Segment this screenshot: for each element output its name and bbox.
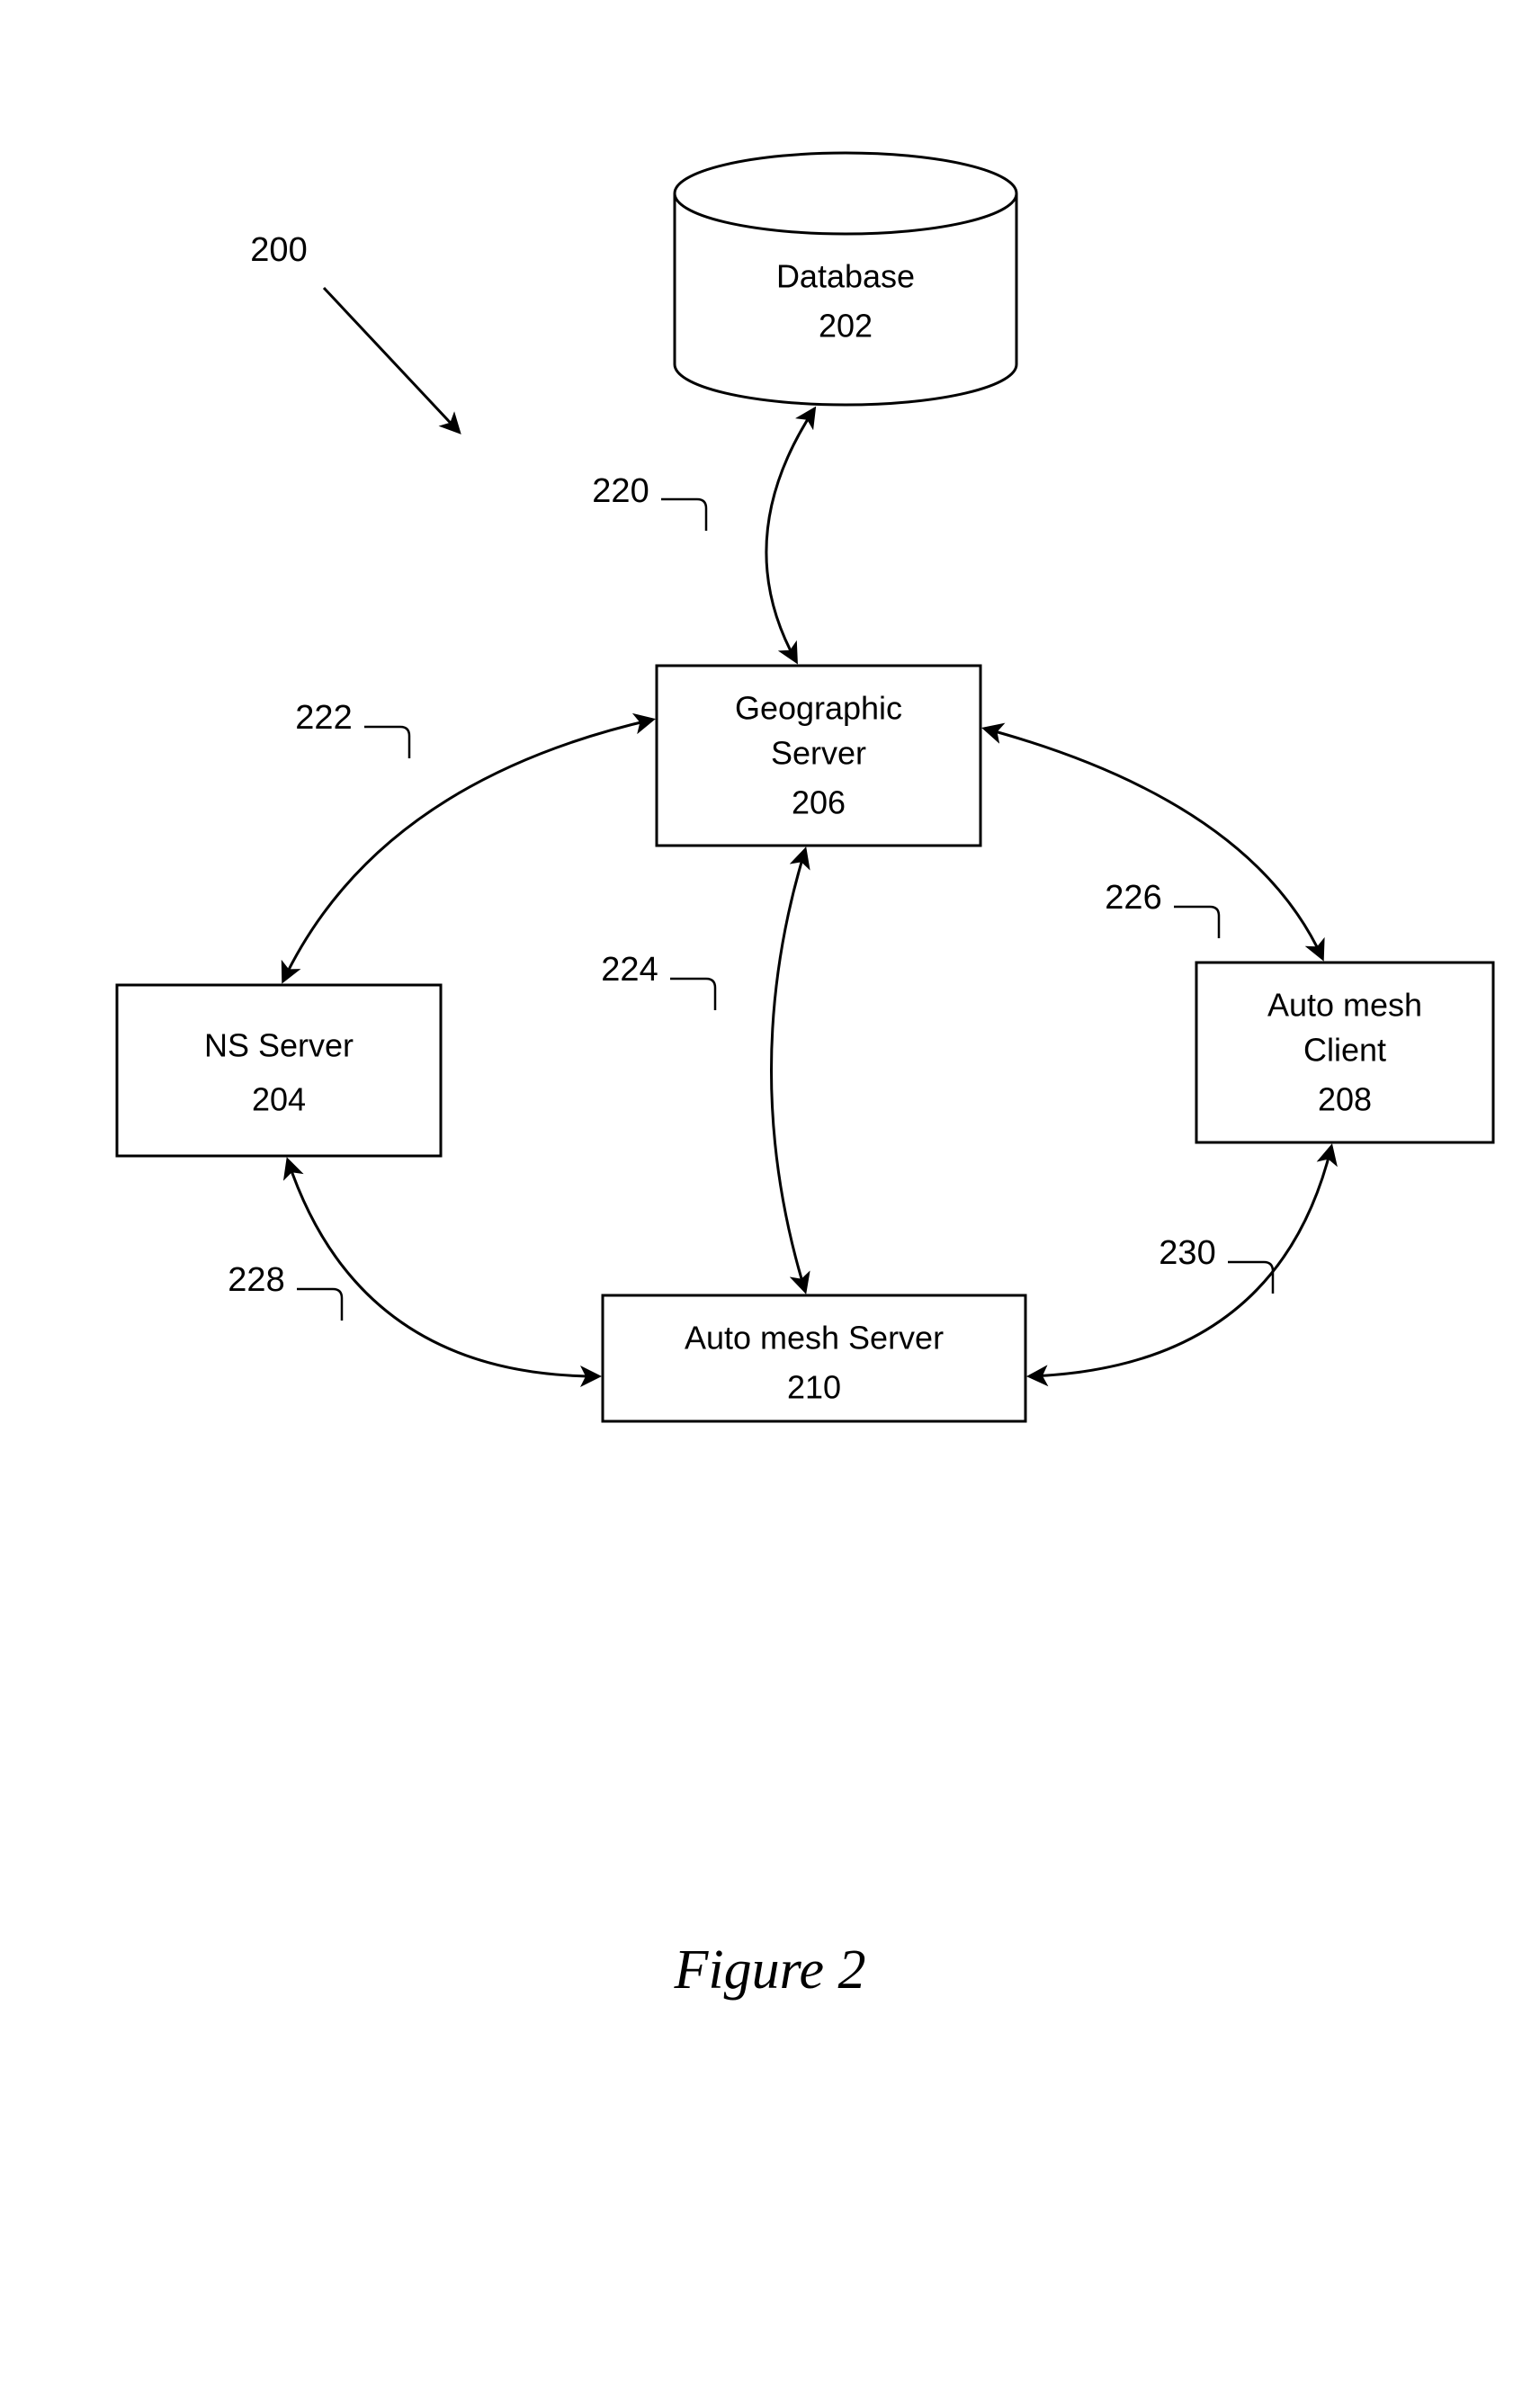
nsserver-l2: 204 xyxy=(252,1081,306,1118)
ref-230-label: 230 xyxy=(1159,1234,1215,1272)
edge-222: 222 xyxy=(283,699,652,981)
node-nsserver: NS Server 204 xyxy=(117,985,441,1156)
ref-200-label: 200 xyxy=(250,231,307,269)
nsserver-l1: NS Server xyxy=(204,1027,354,1064)
geoserver-l3: 206 xyxy=(792,784,846,821)
edge-220: 220 xyxy=(592,409,814,661)
edge-230: 230 xyxy=(1030,1147,1331,1376)
edge-228: 228 xyxy=(228,1160,598,1376)
amclient-l1: Auto mesh xyxy=(1267,987,1422,1024)
ref-220-label: 220 xyxy=(592,472,649,510)
node-geoserver: Geographic Server 206 xyxy=(657,666,980,846)
database-num: 202 xyxy=(819,308,873,345)
ref-224-label: 224 xyxy=(601,951,658,989)
ref-228-label: 228 xyxy=(228,1261,284,1299)
edge-226: 226 xyxy=(985,729,1322,958)
figure-2-diagram: 200 Database 202 Geographic Server 206 N… xyxy=(0,0,1540,2382)
geoserver-l1: Geographic xyxy=(735,690,902,727)
system-ref: 200 xyxy=(250,231,459,432)
edge-224: 224 xyxy=(601,850,805,1291)
amclient-l3: 208 xyxy=(1318,1081,1372,1118)
figure-caption: Figure 2 xyxy=(674,1939,866,2001)
amserver-l2: 210 xyxy=(787,1369,841,1406)
node-amserver: Auto mesh Server 210 xyxy=(603,1295,1025,1421)
node-database: Database 202 xyxy=(675,153,1016,405)
database-label: Database xyxy=(776,258,915,295)
ref-226-label: 226 xyxy=(1105,879,1161,917)
amserver-l1: Auto mesh Server xyxy=(685,1320,944,1357)
ref-222-label: 222 xyxy=(295,699,352,737)
geoserver-l2: Server xyxy=(771,735,866,772)
amclient-l2: Client xyxy=(1303,1032,1386,1069)
node-amclient: Auto mesh Client 208 xyxy=(1196,963,1493,1142)
